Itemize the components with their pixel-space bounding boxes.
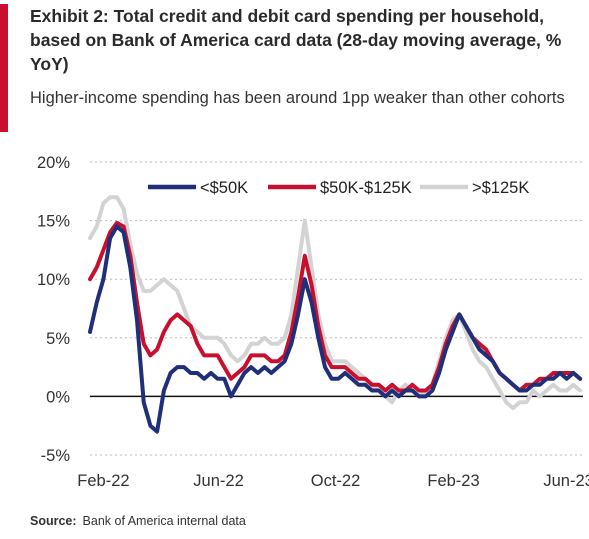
legend: <$50K $50K-$125K >$125K [148,179,529,197]
y-tick-label: 10% [37,271,70,289]
x-tick-label: Jun-23 [543,472,589,490]
source-note: Source: Bank of America internal data [30,514,246,528]
y-axis-ticks: -5% 0% 5% 10% 15% 20% [37,154,70,465]
x-axis-ticks: Feb-22 Jun-22 Oct-22 Feb-23 Jun-23 [77,472,589,490]
gridlines [90,161,583,456]
chart-subtitle: Higher-income spending has been around 1… [30,89,565,107]
legend-label: $50K-$125K [320,179,412,197]
chart-title: Exhibit 2: Total credit and debit card s… [30,6,562,74]
source-text: Bank of America internal data [82,514,246,528]
x-tick-label: Feb-23 [427,472,479,490]
y-tick-label: 5% [46,330,70,348]
series-line [88,220,583,393]
series-line [88,195,583,411]
series-line [88,224,583,434]
y-tick-label: 0% [46,388,70,406]
x-tick-label: Oct-22 [311,472,361,490]
legend-label: >$125K [472,179,529,197]
series-lines [88,195,583,434]
accent-bar [0,4,8,132]
x-tick-label: Jun-22 [193,472,243,490]
line-chart: -5%0%5%10%15%20% Feb-22 Jun-22 Oct-22 Feb-2… [37,154,589,490]
y-tick-label: -5% [41,447,71,465]
legend-label: <$50K [200,179,248,197]
x-tick-label: Feb-22 [77,472,129,490]
source-label: Source: [30,514,77,528]
y-tick-label: 15% [37,213,70,231]
y-tick-label: 20% [37,154,70,172]
